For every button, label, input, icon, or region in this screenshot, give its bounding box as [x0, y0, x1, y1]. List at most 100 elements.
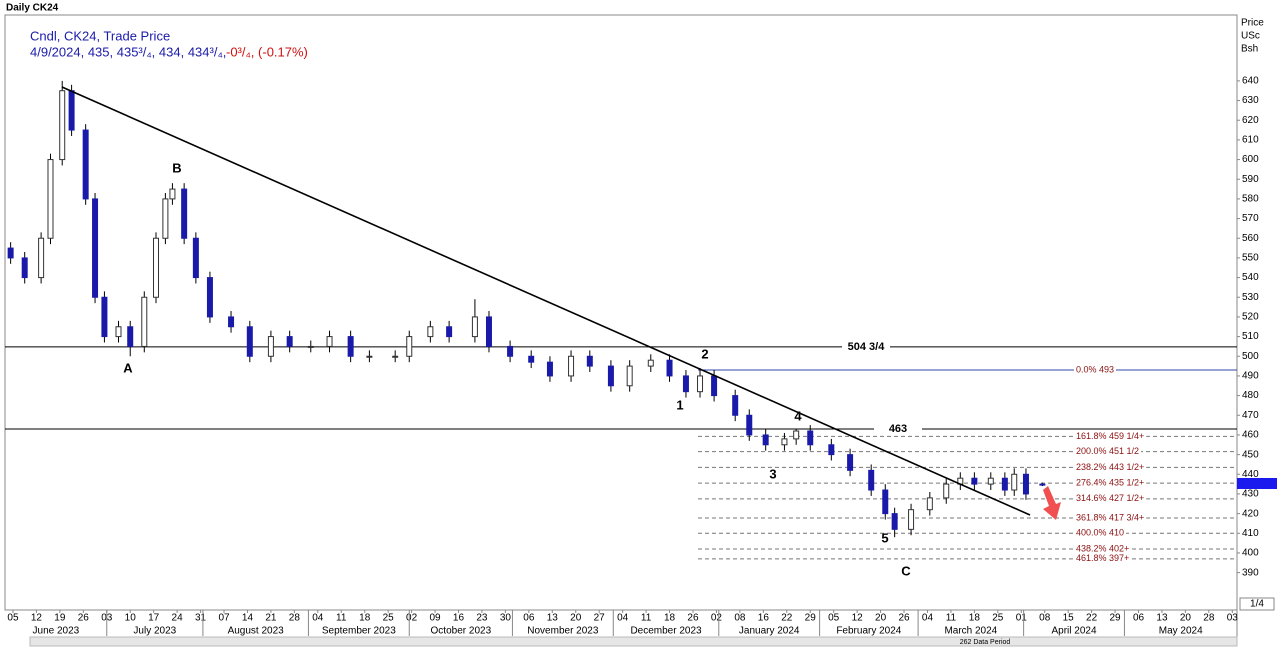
page-box[interactable]: [1239, 597, 1275, 611]
y-tick-label: 430: [1242, 489, 1259, 500]
candle-body: [847, 454, 854, 471]
fib-label-bg: [1074, 553, 1132, 564]
x-tick-label: 05: [828, 613, 840, 624]
x-tick-label: 08: [1039, 613, 1051, 624]
candle-body: [392, 355, 399, 358]
y-tick-label: 400: [1242, 548, 1259, 559]
fib-label: 314.6% 427 1/2+: [1076, 493, 1144, 503]
x-tick-label: 06: [1133, 613, 1145, 624]
candle-body: [762, 434, 769, 446]
candle-body: [115, 326, 122, 338]
level-label: 463: [889, 423, 907, 435]
candle-body: [181, 188, 188, 239]
candle-body: [47, 159, 54, 239]
candle-body: [926, 497, 933, 511]
y-tick-label: 560: [1242, 233, 1259, 244]
fib-label-bg: [1074, 430, 1147, 441]
candle-body: [1011, 473, 1018, 491]
candle-body: [21, 257, 28, 279]
candle-body: [286, 336, 293, 347]
scroll-label: 262 Data Period: [960, 639, 1011, 646]
x-tick-label: 07: [218, 613, 230, 624]
y-tick-label: 410: [1242, 528, 1259, 539]
fib-label: 161.8% 459 1/4+: [1076, 431, 1144, 441]
x-tick-label: 28: [289, 613, 301, 624]
candle-body: [192, 237, 199, 279]
candle-body: [647, 359, 654, 367]
y-tick-label: 520: [1242, 312, 1259, 323]
x-tick-label: 12: [852, 613, 864, 624]
candle-body: [697, 375, 704, 393]
x-tick-label: 16: [453, 613, 465, 624]
x-tick-label: 20: [1180, 613, 1192, 624]
month-label: July 2023: [133, 626, 176, 637]
x-tick-label: 12: [31, 613, 43, 624]
month-label: December 2023: [630, 626, 702, 637]
candle-body: [307, 345, 314, 348]
month-label: August 2023: [228, 626, 285, 637]
x-tick-label: 20: [570, 613, 582, 624]
x-tick-label: 30: [500, 613, 512, 624]
scrollbar[interactable]: [29, 636, 1238, 647]
x-tick-label: 02: [406, 613, 418, 624]
x-tick-label: 10: [125, 613, 137, 624]
y-tick-label: 540: [1242, 272, 1259, 283]
chart-title: Cndl, CK24, Trade Price: [30, 28, 170, 43]
change: -0³/₄, (-0.17%): [226, 44, 308, 59]
candle-body: [943, 483, 950, 499]
candle-body: [446, 326, 453, 338]
x-tick-label: 26: [687, 613, 699, 624]
wave-label: A: [123, 360, 133, 375]
fib-label-bg: [1074, 527, 1127, 538]
wave-label: 2: [701, 346, 708, 361]
fib-label: 200.0% 451 1/2: [1076, 446, 1139, 456]
x-tick-label: 28: [1203, 613, 1215, 624]
wave-label: B: [172, 160, 181, 175]
candle-body: [162, 198, 169, 239]
page-label[interactable]: 1/4: [1250, 599, 1264, 610]
candle-body: [586, 355, 593, 367]
x-tick-label: 11: [946, 613, 957, 624]
y-axis-label: USc: [1241, 31, 1260, 42]
window-title: Daily CK24: [6, 3, 59, 14]
candle-body: [746, 414, 753, 436]
candle-body: [267, 336, 274, 357]
x-tick-label: 20: [875, 613, 887, 624]
trend-line: [61, 86, 1031, 516]
x-tick-label: 14: [242, 613, 254, 624]
candle-body: [38, 237, 45, 279]
y-tick-label: 470: [1242, 410, 1259, 421]
quote: 4/9/2024, 435, 435³/₄, 434, 434³/₄,: [30, 44, 226, 59]
x-tick-label: 13: [547, 613, 559, 624]
candle-body: [711, 375, 718, 397]
x-tick-label: 17: [148, 613, 160, 624]
month-label: October 2023: [431, 626, 492, 637]
wave-label: C: [901, 563, 911, 578]
x-tick-label: 11: [641, 613, 652, 624]
x-tick-label: 25: [383, 613, 395, 624]
month-label: April 2024: [1052, 626, 1097, 637]
candle-body: [141, 296, 148, 347]
candle-body: [987, 477, 994, 485]
candle-body: [1022, 473, 1029, 495]
candle-body: [626, 365, 633, 387]
fib-label: 238.2% 443 1/2+: [1076, 462, 1144, 472]
y-tick-label: 630: [1242, 95, 1259, 106]
candle-body: [169, 188, 176, 200]
candle-body: [347, 336, 354, 357]
y-tick-label: 510: [1242, 331, 1259, 342]
y-axis-label: Bsh: [1241, 44, 1258, 55]
y-tick-label: 500: [1242, 351, 1259, 362]
y-tick-label: 390: [1242, 567, 1259, 578]
y-tick-label: 640: [1242, 76, 1259, 87]
candle-body: [246, 326, 253, 357]
candle-body: [546, 361, 553, 377]
month-label: November 2023: [527, 626, 599, 637]
x-tick-label: 21: [265, 613, 277, 624]
candle-body: [793, 430, 800, 440]
candle-body: [366, 355, 373, 358]
y-tick-label: 620: [1242, 115, 1259, 126]
x-tick-label: 16: [758, 613, 770, 624]
x-tick-label: 27: [594, 613, 606, 624]
